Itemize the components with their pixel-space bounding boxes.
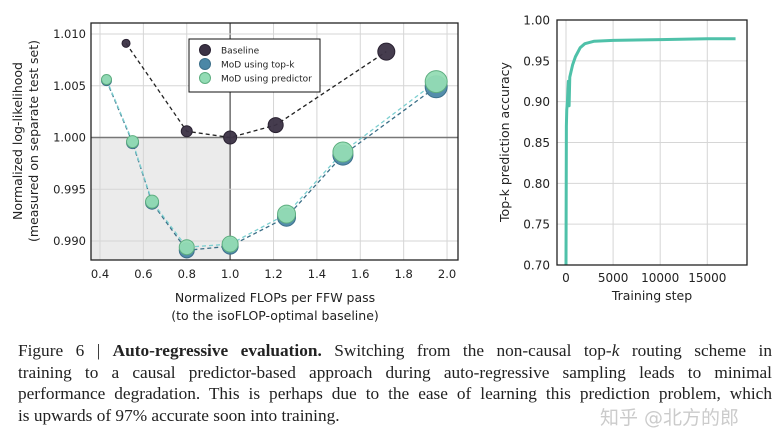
caption-label: Figure 6 |: [18, 341, 101, 360]
x-tick-label: 15000: [688, 271, 726, 285]
x-axis-label: Training step: [611, 288, 692, 303]
y-tick-label: 0.75: [523, 218, 550, 232]
watermark: 知乎 @北方的郎: [600, 407, 740, 429]
legend-label: MoD using predictor: [221, 75, 312, 85]
accuracy-line: [564, 37, 736, 266]
data-point: [121, 38, 131, 48]
data-point: [178, 239, 195, 256]
data-point: [377, 42, 396, 61]
y-tick-label: 1.005: [53, 79, 86, 93]
y-tick-label: 1.010: [53, 27, 86, 41]
caption-text: Switching from the non-causal top-: [334, 341, 612, 360]
y-axis-sublabel: (measured on separate test set): [26, 40, 41, 242]
data-point: [126, 135, 140, 149]
x-tick-label: 1.4: [308, 267, 326, 281]
y-tick-label: 1.00: [523, 14, 550, 28]
caption-text: k: [611, 341, 620, 360]
y-tick-label: 0.990: [53, 234, 86, 248]
figure-caption: Figure 6 | Auto-regressive evaluation. S…: [18, 340, 772, 426]
y-tick-label: 0.90: [523, 95, 550, 109]
caption-line-1: Figure 6 | Auto-regressive evaluation. S…: [18, 340, 772, 362]
y-tick-label: 0.85: [523, 136, 550, 150]
legend-label: MoD using top-k: [221, 61, 295, 71]
plot-frame: [90, 22, 459, 261]
data-point: [332, 141, 354, 163]
series-line-2: [105, 79, 437, 248]
y-tick-label: 0.995: [53, 182, 86, 196]
data-point: [221, 235, 239, 253]
x-tick-label: 0.6: [134, 267, 152, 281]
x-tick-label: 1.6: [351, 267, 369, 281]
y-tick-label: 0.95: [523, 54, 550, 68]
caption-line-3: performance degradation. This is perhaps…: [18, 384, 772, 404]
data-point: [223, 130, 238, 145]
data-point: [424, 70, 448, 94]
x-tick-label: 0.8: [178, 267, 196, 281]
caption-line-4: is upwards of 97% accurate soon into tra…: [18, 405, 340, 425]
isoflop-shaded-region: [91, 137, 231, 260]
x-tick-label: 1.2: [264, 267, 282, 281]
data-point: [277, 204, 297, 224]
data-point: [145, 194, 160, 209]
y-axis-label: Normalized log-likelihood: [10, 62, 25, 220]
caption-line-2: training to a causal predictor-based app…: [18, 362, 772, 382]
x-tick-label: 0: [562, 271, 570, 285]
caption-title: Auto-regressive evaluation.: [112, 341, 322, 360]
legend-marker: [199, 58, 211, 70]
plot-frame: [556, 19, 748, 266]
data-point: [101, 74, 113, 86]
legend-marker: [199, 72, 211, 84]
y-tick-label: 0.70: [523, 259, 550, 273]
x-tick-label: 0.4: [91, 267, 109, 281]
x-tick-label: 5000: [598, 271, 629, 285]
x-tick-label: 1.8: [395, 267, 413, 281]
y-tick-label: 1.000: [53, 131, 86, 145]
x-tick-label: 1.0: [221, 267, 239, 281]
x-tick-label: 2.0: [438, 267, 456, 281]
legend-label: Baseline: [221, 47, 260, 57]
x-axis-label: Normalized FLOPs per FFW pass: [175, 290, 375, 305]
legend-box: [188, 38, 321, 93]
y-axis-label: Top-k prediction accuracy: [497, 61, 512, 223]
legend-marker: [199, 44, 211, 56]
x-axis-sublabel: (to the isoFLOP-optimal baseline): [171, 308, 379, 323]
y-tick-label: 0.80: [523, 177, 550, 191]
data-point: [180, 125, 193, 138]
data-point: [267, 117, 284, 134]
caption-text: routing scheme in: [619, 341, 772, 360]
x-tick-label: 10000: [641, 271, 679, 285]
